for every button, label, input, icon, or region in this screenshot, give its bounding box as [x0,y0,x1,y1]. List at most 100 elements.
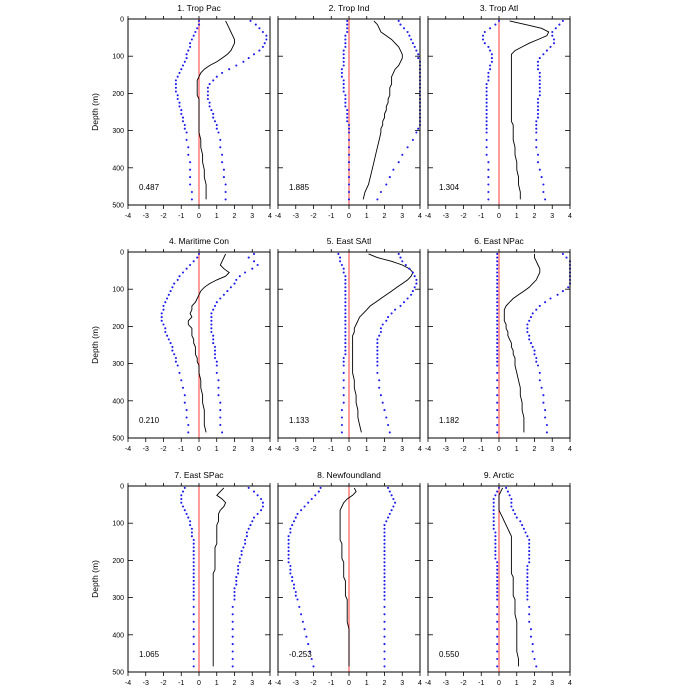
upper-bound-dot [528,561,531,564]
panel-title: 5. East SAtl [327,236,372,246]
lower-bound-dot [342,64,345,67]
lower-bound-dot [287,557,290,560]
upper-bound-dot [244,542,247,545]
lower-bound-dot [496,334,499,337]
upper-bound-dot [528,605,531,608]
lower-bound-dot [496,263,499,267]
upper-bound-dot [392,505,395,508]
lower-bound-dot [294,590,297,594]
lower-bound-dot [298,605,301,608]
upper-bound-dot [376,345,379,348]
y-tick-label: 100 [112,521,124,528]
panel-title: 7. East SPac [174,470,224,480]
lower-bound-dot [192,657,195,661]
upper-bound-dot [526,594,529,597]
lower-bound-dot [344,323,347,326]
lower-bound-dot [344,278,347,281]
upper-bound-dot [528,620,531,623]
upper-bound-dot [376,342,379,345]
x-tick-label: -4 [275,680,281,687]
upper-bound-dot [231,613,234,616]
lower-bound-dot [487,198,490,201]
upper-bound-dot [217,394,220,397]
lower-bound-dot [183,509,186,512]
lower-bound-dot [485,94,488,97]
lower-bound-dot [192,613,195,616]
lower-bound-dot [171,349,174,352]
x-tick-label: 4 [568,446,572,453]
upper-bound-dot [238,557,241,560]
lower-bound-dot [490,57,493,60]
lower-bound-dot [192,260,195,263]
lower-bound-dot [496,431,499,434]
upper-bound-dot [260,497,263,501]
upper-bound-dot [535,123,538,127]
lower-bound-dot [342,79,345,82]
upper-bound-dot [535,138,538,141]
lower-bound-dot [174,356,177,360]
lower-bound-dot [342,356,345,360]
upper-bound-dot [535,120,538,123]
lower-bound-dot [340,409,343,412]
lower-bound-dot [340,416,343,419]
lower-bound-dot [187,516,190,519]
lower-bound-dot [178,105,181,108]
lower-bound-dot [196,27,199,30]
lower-bound-dot [494,23,497,26]
lower-bound-dot [291,579,294,582]
mean-profile-line [498,487,519,667]
panel-annotation: 1.304 [439,183,460,192]
lower-bound-dot [160,312,163,315]
x-tick-label: -1 [478,680,484,687]
lower-bound-dot [178,275,181,278]
upper-bound-dot [265,34,268,37]
lower-bound-dot [192,628,195,631]
upper-bound-dot [235,64,238,67]
y-tick-label: 400 [112,398,124,405]
lower-bound-dot [344,293,347,296]
mean-profile-line [187,253,230,433]
lower-bound-dot [483,30,486,34]
upper-bound-dot [383,598,386,601]
x-tick-label: 2 [233,680,237,687]
lower-bound-dot [192,635,195,638]
x-tick-label: -1 [478,446,484,453]
lower-bound-dot [494,546,497,549]
x-tick-label: 3 [250,680,254,687]
upper-bound-dot [406,30,409,34]
lower-bound-dot [289,527,292,530]
x-tick-label: 4 [418,446,422,453]
upper-bound-dot [379,327,382,330]
upper-bound-dot [381,401,384,404]
lower-bound-dot [344,334,347,337]
x-tick-label: 0 [197,446,201,453]
lower-bound-dot [192,650,195,653]
upper-bound-dot [226,290,229,293]
lower-bound-dot [162,323,165,326]
lower-bound-dot [487,71,490,74]
upper-bound-dot [213,356,217,360]
upper-bound-dot [508,494,511,497]
upper-bound-dot [383,650,386,653]
upper-bound-dot [561,19,564,22]
lower-bound-dot [496,342,499,345]
lower-bound-dot [287,553,290,556]
lower-bound-dot [342,267,345,270]
lower-bound-dot [344,45,347,48]
lower-bound-dot [192,665,195,668]
upper-bound-dot [529,316,533,319]
upper-bound-dot [235,583,238,586]
upper-bound-dot [210,316,213,319]
mean-profile-line [339,487,357,667]
lower-bound-dot [347,146,351,149]
upper-bound-dot [538,379,541,382]
lower-bound-dot [197,252,201,255]
lower-bound-dot [485,127,488,130]
upper-bound-dot [535,127,538,130]
upper-bound-dot [536,64,540,67]
upper-bound-dot [233,587,236,590]
lower-bound-dot [485,90,488,93]
upper-bound-dot [526,572,529,575]
upper-bound-dot [536,161,540,164]
lower-bound-dot [489,27,492,30]
